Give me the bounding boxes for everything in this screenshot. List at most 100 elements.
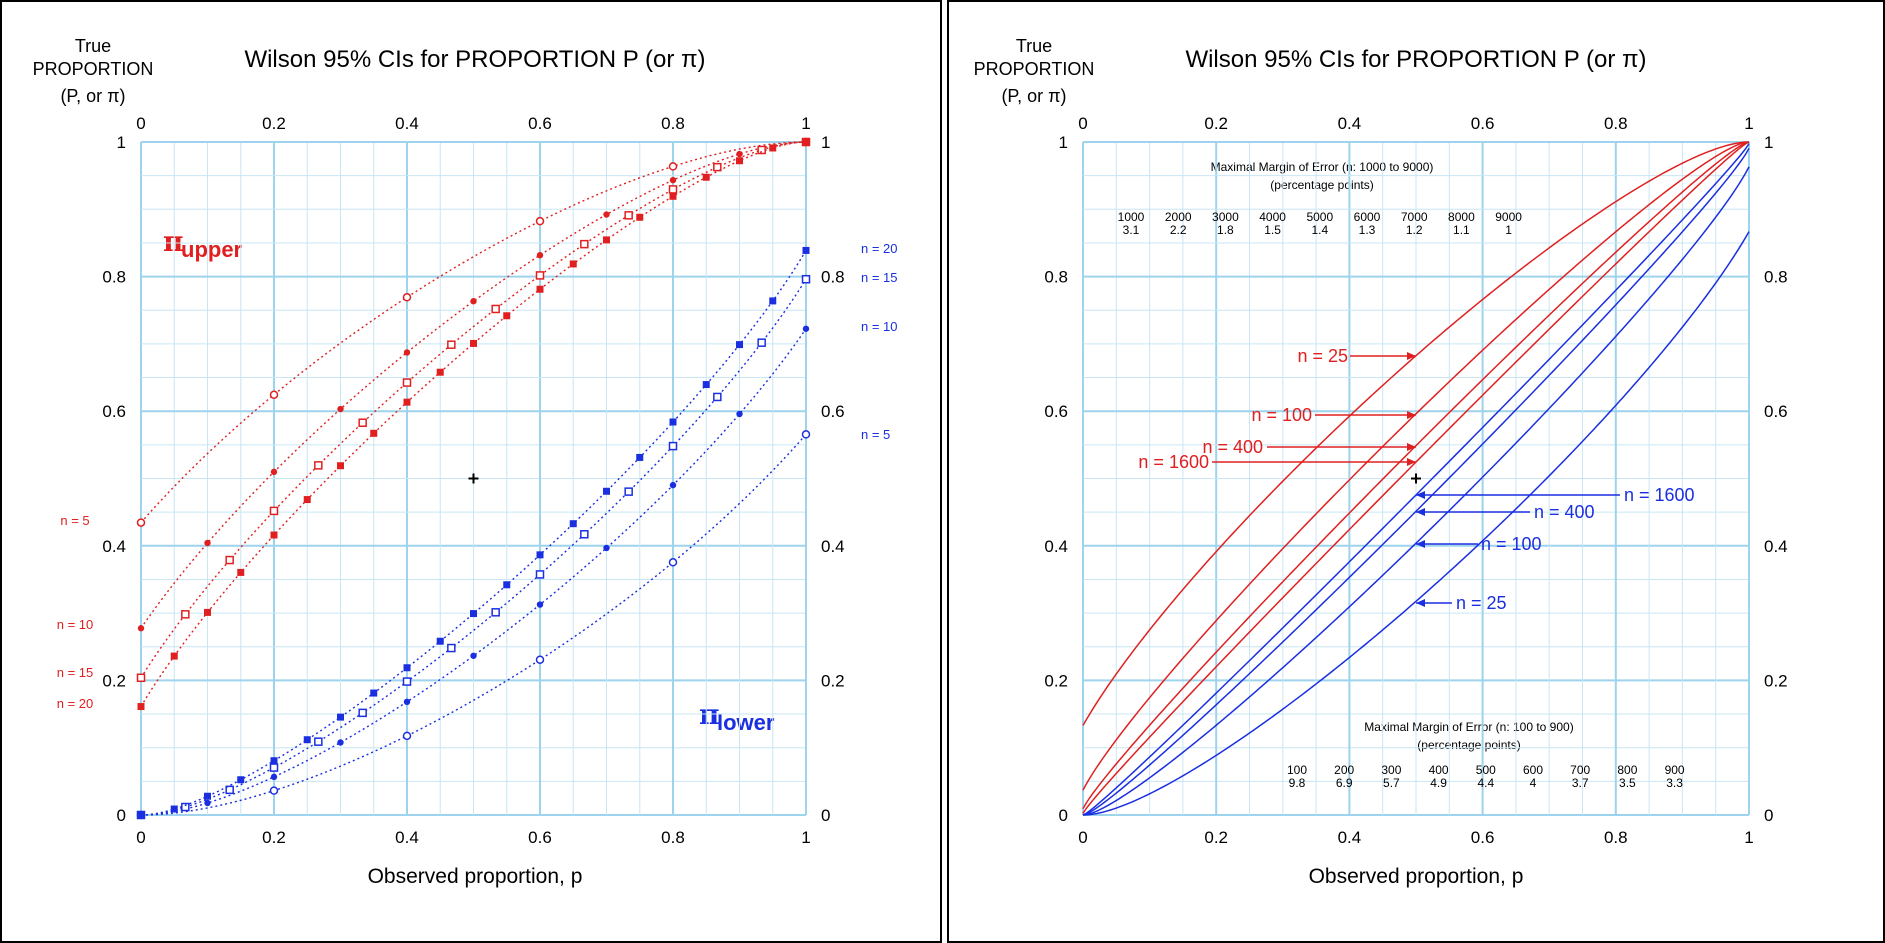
- data-point-marker: [669, 481, 677, 489]
- moe-n-value: 900: [1665, 763, 1685, 777]
- series-lower-n20: [137, 246, 810, 819]
- series-label-arrow: [1416, 491, 1620, 499]
- data-point-marker: [303, 736, 311, 744]
- pi-upper-subscript: upper: [181, 237, 243, 262]
- y-tick-label-left: 0.6: [1044, 402, 1068, 421]
- data-point-marker: [370, 689, 378, 697]
- y-tick-label-left: 0.2: [102, 671, 126, 690]
- data-point-marker: [403, 349, 411, 356]
- data-point-marker: [802, 325, 810, 332]
- series-line: [140, 141, 807, 679]
- moe-n-value: 7000: [1401, 210, 1428, 224]
- data-point-marker: [270, 773, 278, 781]
- x-tick-label-bottom: 0.4: [1338, 828, 1362, 847]
- moe-n-value: 2000: [1165, 210, 1192, 224]
- series-label-arrow: [1350, 352, 1416, 360]
- moe-value: 1.3: [1359, 223, 1376, 237]
- data-point-marker: [801, 430, 811, 439]
- left-chart-panel: Wilson 95% CIs for PROPORTION P (or π) T…: [33, 36, 898, 888]
- moe-n-value: 9000: [1495, 210, 1522, 224]
- lower-series-label: n = 15: [861, 270, 898, 285]
- moe-n-value: 8000: [1448, 210, 1475, 224]
- x-tick-label-bottom: 0.4: [395, 828, 419, 847]
- pi-upper-symbol: π: [163, 225, 184, 258]
- moe-value: 1.1: [1453, 223, 1470, 237]
- x-tick-label-bottom: 0.8: [1604, 828, 1628, 847]
- data-point-marker: [536, 551, 544, 559]
- data-point-marker: [337, 405, 344, 413]
- data-point-marker: [269, 786, 279, 795]
- data-point-marker: [204, 608, 211, 616]
- moe-value: 4.9: [1430, 776, 1447, 790]
- y-tick-label-left: 0.4: [1044, 537, 1068, 556]
- data-point-marker: [669, 192, 677, 200]
- moe-value: 5.7: [1383, 776, 1400, 790]
- data-point-marker: [269, 390, 279, 399]
- data-point-marker: [337, 462, 344, 470]
- left-y-axis-label-line-3: (P, or π): [60, 86, 125, 106]
- data-point-marker: [569, 260, 577, 268]
- moe-n-value: 400: [1429, 763, 1449, 777]
- data-point-marker: [270, 531, 278, 539]
- moe-value: 1.4: [1311, 223, 1328, 237]
- y-tick-label-right: 0.6: [821, 402, 845, 421]
- y-tick-label-left: 0.4: [102, 537, 126, 556]
- lower-series-label: n = 20: [861, 241, 898, 256]
- data-point-marker: [204, 792, 211, 800]
- center-point-marker: [1411, 473, 1421, 484]
- y-tick-label-left: 0: [1059, 806, 1068, 825]
- data-point-marker: [569, 520, 577, 528]
- data-point-marker: [802, 246, 810, 254]
- data-point-marker: [402, 731, 412, 741]
- right-chart-panel: Wilson 95% CIs for PROPORTION P (or π) T…: [974, 36, 1788, 888]
- moe-n-value: 300: [1381, 763, 1401, 777]
- left-chart-title: Wilson 95% CIs for PROPORTION P (or π): [244, 46, 705, 73]
- data-point-marker: [769, 144, 777, 152]
- series-label-arrow: [1416, 540, 1478, 548]
- x-tick-label-top: 0.2: [1204, 114, 1228, 133]
- moe-value: 6.9: [1336, 776, 1353, 790]
- data-point-marker: [536, 285, 544, 293]
- data-point-marker: [370, 429, 378, 437]
- pi-upper-label: π upper: [163, 225, 243, 262]
- data-point-marker: [603, 236, 610, 244]
- moe-value: 3.5: [1619, 776, 1636, 790]
- data-point-marker: [403, 698, 411, 706]
- data-point-marker: [603, 487, 610, 495]
- y-tick-label-right: 0: [821, 806, 830, 825]
- lower-series-label: n = 25: [1456, 593, 1507, 613]
- series-upper-n20: [137, 138, 810, 711]
- data-point-marker: [204, 799, 211, 807]
- data-point-marker: [137, 811, 145, 819]
- moe-n-value: 100: [1287, 763, 1307, 777]
- data-point-marker: [535, 655, 545, 664]
- x-tick-label-top: 0.8: [661, 114, 685, 133]
- x-tick-label-top: 0.8: [1604, 114, 1628, 133]
- data-point-marker: [237, 776, 245, 784]
- x-tick-label-top: 0.4: [1338, 114, 1362, 133]
- y-tick-label-left: 1: [1059, 133, 1068, 152]
- lower-series-label: n = 400: [1534, 502, 1595, 522]
- data-point-marker: [736, 341, 743, 349]
- data-point-marker: [802, 138, 810, 146]
- data-point-marker: [358, 418, 367, 427]
- data-point-marker: [669, 176, 677, 184]
- moe-value: 4: [1530, 776, 1537, 790]
- moe-value: 1.2: [1406, 223, 1423, 237]
- data-point-marker: [181, 610, 190, 619]
- plot-grid: [140, 141, 807, 816]
- x-tick-label-top: 1: [801, 114, 810, 133]
- data-point-marker: [536, 251, 544, 259]
- data-point-marker: [337, 713, 344, 721]
- data-point-marker: [447, 340, 456, 349]
- data-point-marker: [270, 757, 278, 765]
- data-point-marker: [668, 162, 678, 171]
- x-tick-label-bottom: 0: [136, 828, 145, 847]
- data-point-marker: [536, 601, 544, 608]
- y-tick-label-left: 0.8: [102, 268, 126, 287]
- left-y-axis-label-line-1: True: [75, 36, 111, 56]
- x-tick-label-bottom: 1: [1744, 828, 1753, 847]
- x-tick-label-bottom: 0.2: [1204, 828, 1228, 847]
